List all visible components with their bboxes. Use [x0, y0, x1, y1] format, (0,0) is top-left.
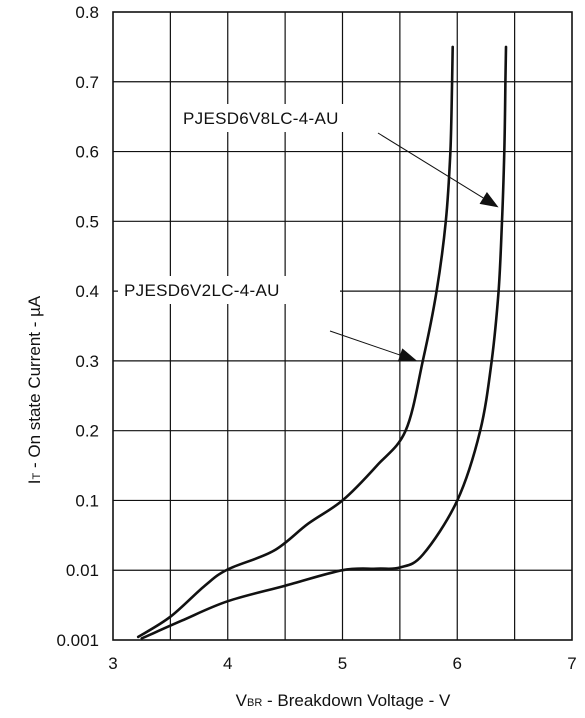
y-tick-labels: 0.001 0.01 0.1 0.2 0.3 0.4 0.5 0.6 0.7 0.8 — [56, 3, 99, 650]
annotation-arrowhead — [479, 191, 499, 208]
x-axis-title-main: V — [236, 691, 248, 710]
annotation-leader — [377, 132, 484, 199]
x-tick-label: 7 — [567, 654, 576, 673]
y-tick-label: 0.4 — [75, 282, 99, 301]
y-tick-label: 0.3 — [75, 352, 99, 371]
annotation-arrowhead — [397, 348, 418, 362]
y-tick-label: 0.01 — [66, 561, 99, 580]
annotation-background — [177, 104, 399, 132]
y-tick-label: 0.1 — [75, 491, 99, 510]
series-line-1 — [136, 45, 454, 639]
x-axis-title-subscript: BR — [247, 697, 262, 709]
y-axis-title-rest: - On state Current - µA — [25, 295, 44, 473]
y-tick-label: 0.7 — [75, 73, 99, 92]
annotation-label: PJESD6V8LC-4-AU — [183, 109, 339, 128]
annotations: PJESD6V8LC-4-AU PJESD6V2LC-4-AU — [118, 104, 499, 362]
series-lines — [136, 45, 508, 640]
y-tick-label: 0.2 — [75, 422, 99, 441]
x-tick-label: 5 — [338, 654, 347, 673]
annotation-label: PJESD6V2LC-4-AU — [124, 281, 280, 300]
y-tick-label: 0.6 — [75, 143, 99, 162]
x-tick-label: 6 — [453, 654, 462, 673]
annotation-background — [118, 276, 340, 304]
y-tick-label: 0.001 — [56, 631, 99, 650]
annotation-leader — [329, 330, 401, 356]
x-tick-labels: 3 4 5 6 7 — [108, 654, 576, 673]
x-axis-title: VBR - Breakdown Voltage - V — [236, 691, 451, 710]
y-tick-label: 0.5 — [75, 212, 99, 231]
y-axis-title-subscript: T — [31, 473, 43, 480]
y-tick-label: 0.8 — [75, 3, 99, 22]
x-tick-label: 3 — [108, 654, 117, 673]
series-line-2 — [140, 45, 508, 640]
x-tick-label: 4 — [223, 654, 232, 673]
plot-frame — [112, 11, 573, 641]
y-axis-title: IT - On state Current - µA — [25, 295, 44, 484]
y-axis-title-main: I — [25, 480, 44, 485]
x-axis-title-rest: - Breakdown Voltage - V — [262, 691, 451, 710]
